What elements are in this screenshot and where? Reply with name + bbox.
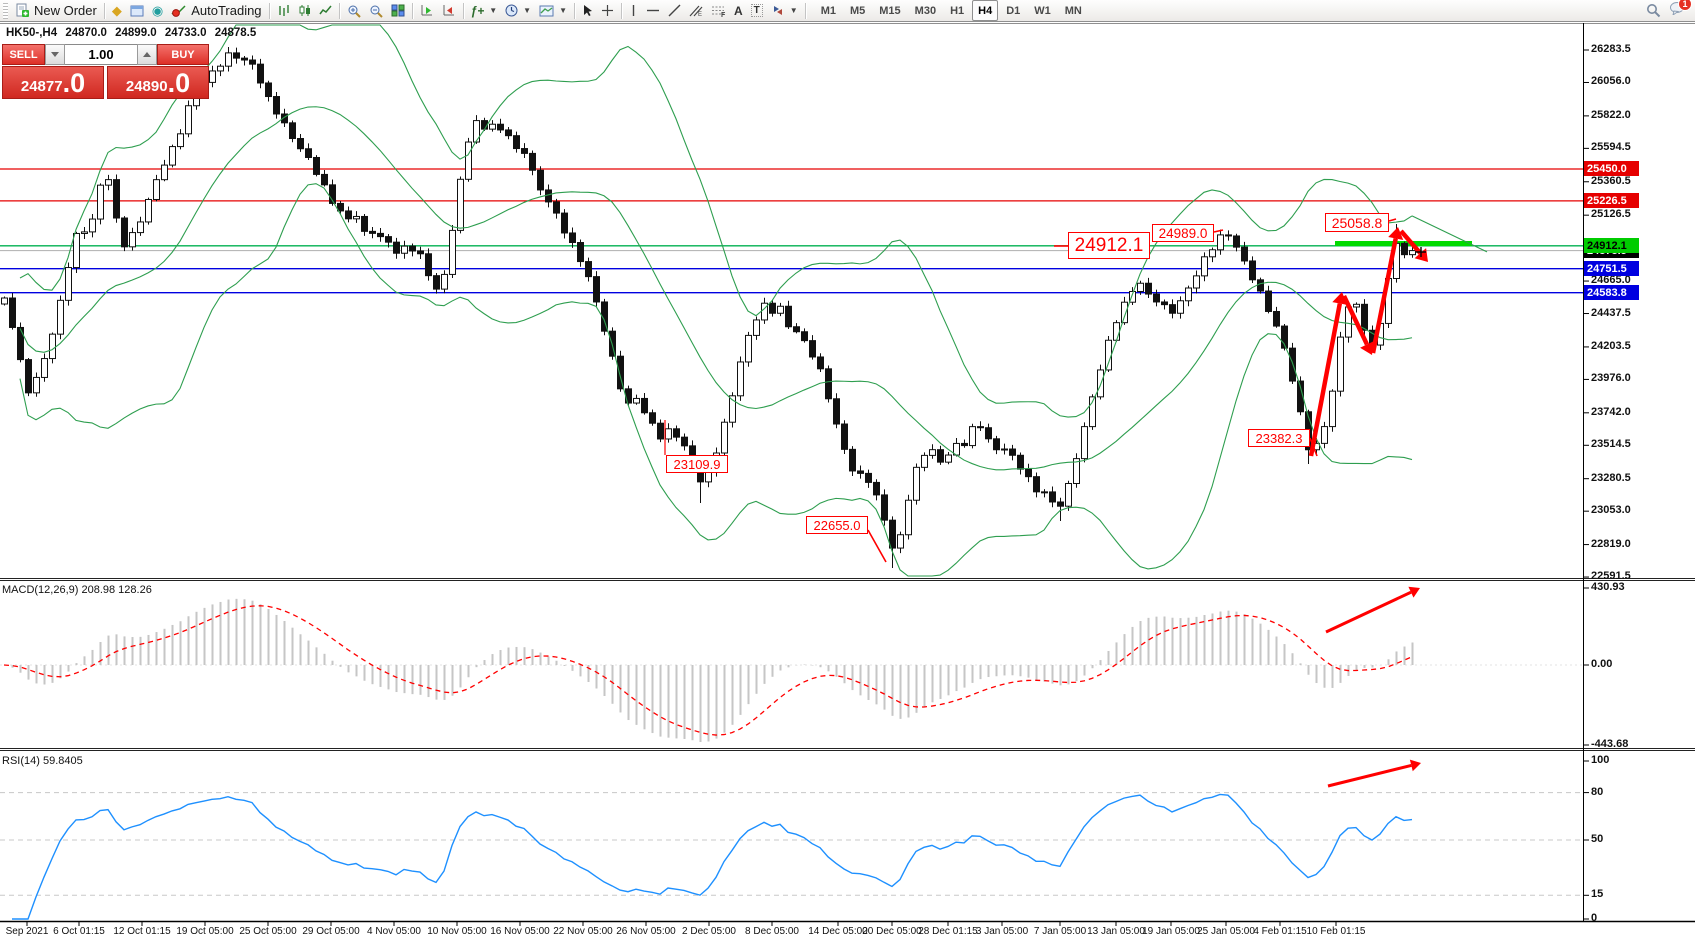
line-chart-icon <box>318 5 332 15</box>
bar-chart-icon <box>278 5 289 16</box>
clock-icon <box>505 4 518 17</box>
vertical-line-icon <box>632 5 635 16</box>
timeframe-button-m1[interactable]: M1 <box>820 4 836 17</box>
text-icon: A <box>734 3 743 18</box>
equidistant-channel-icon: E <box>689 5 703 17</box>
toolbar: New Order ◆ ◉ AutoTrading <box>0 0 1695 22</box>
arrows-tool-button[interactable]: ▼ <box>767 1 802 20</box>
sell-price-int: 24877 <box>20 78 63 96</box>
timeframe-button-m15[interactable]: M15 <box>879 4 901 17</box>
autotrading-button[interactable]: AutoTrading <box>167 1 265 20</box>
data-window-button[interactable] <box>126 1 148 20</box>
crosshair-icon <box>602 5 613 16</box>
svg-text:E: E <box>698 12 702 17</box>
toolbar-separator <box>804 2 806 19</box>
volume-decrease-button[interactable] <box>45 44 65 65</box>
buy-price-dec: .0 <box>167 68 191 99</box>
indicators-icon: ƒ+ <box>470 3 485 18</box>
chart-shift-icon <box>443 5 454 16</box>
buy-price-int: 24890 <box>125 78 168 96</box>
text-label-tool-button[interactable]: T <box>747 1 767 20</box>
bar-chart-mode-button[interactable] <box>273 1 294 20</box>
sell-button[interactable]: SELL <box>2 44 45 65</box>
periods-button[interactable]: ▼ <box>501 1 535 20</box>
toolbar-separator <box>574 2 575 19</box>
indicators-button[interactable]: ƒ+ ▼ <box>467 1 502 20</box>
toolbar-separator <box>621 2 622 19</box>
timeframe-button-mn[interactable]: MN <box>1064 4 1082 17</box>
timeframe-button-m30[interactable]: M30 <box>914 4 937 17</box>
chevron-down-icon: ▼ <box>523 6 532 15</box>
tile-windows-button[interactable] <box>387 1 409 20</box>
template-icon <box>539 5 554 16</box>
radar-icon: ◉ <box>151 3 164 18</box>
chevron-down-icon: ▼ <box>789 6 798 15</box>
chevron-down-icon: ▼ <box>489 6 498 15</box>
strategy-tester-button[interactable]: ◉ <box>148 1 167 20</box>
toolbar-separator <box>268 2 270 19</box>
channel-tool-button[interactable]: E <box>685 1 707 20</box>
chevron-down-icon: ▼ <box>559 6 567 15</box>
fibonacci-tool-button[interactable]: F <box>707 1 730 20</box>
crosshair-tool-button[interactable] <box>597 1 618 20</box>
horizontal-line-icon <box>647 9 659 12</box>
triangle-down-icon <box>51 52 59 57</box>
one-click-trading-panel: SELL 1.00 BUY 24877.0 24890.0 <box>2 44 209 99</box>
templates-button[interactable]: ▼ <box>535 1 571 20</box>
candlestick-mode-button[interactable] <box>294 1 315 20</box>
timeframe-toolbar: M1 M5 M15 M30 H1 H4 D1 W1 MN <box>815 0 1088 21</box>
toolbar-separator <box>338 2 340 19</box>
chart-shift-button[interactable] <box>438 1 460 20</box>
market-watch-button[interactable]: ◆ <box>108 1 126 20</box>
toolbar-separator <box>462 2 464 19</box>
timeframe-button-w1[interactable]: W1 <box>1034 4 1051 17</box>
data-window-icon <box>130 5 144 16</box>
zoom-in-button[interactable] <box>343 1 365 20</box>
text-label-icon: T <box>750 4 763 17</box>
market-watch-icon: ◆ <box>111 3 122 18</box>
cursor-icon <box>584 5 592 16</box>
candlestick-icon <box>299 5 310 16</box>
buy-button[interactable]: BUY <box>157 44 209 65</box>
notifications-button[interactable]: 1 <box>1669 0 1692 20</box>
new-order-button[interactable]: New Order <box>11 1 101 20</box>
toolbar-separator <box>103 2 105 19</box>
sell-price-dec: .0 <box>62 68 86 99</box>
trendline-icon <box>668 4 681 17</box>
toolbar-drag-handle[interactable] <box>3 2 8 19</box>
svg-text:F: F <box>721 12 726 17</box>
arrow-shapes-icon <box>773 6 782 15</box>
timeframe-button-h1[interactable]: H1 <box>950 4 965 17</box>
cursor-tool-button[interactable] <box>578 1 597 20</box>
vertical-line-tool-button[interactable] <box>625 1 642 20</box>
zoom-out-icon <box>370 5 383 18</box>
new-order-icon <box>16 3 29 17</box>
auto-scroll-icon <box>421 5 432 16</box>
text-tool-button[interactable]: A <box>730 1 747 20</box>
triangle-up-icon <box>143 52 151 57</box>
toolbar-separator <box>411 2 413 19</box>
zoom-out-button[interactable] <box>365 1 387 20</box>
timeframe-button-h4[interactable]: H4 <box>972 0 999 21</box>
search-icon[interactable] <box>1646 3 1661 18</box>
line-chart-mode-button[interactable] <box>315 1 336 20</box>
timeframe-button-d1[interactable]: D1 <box>1006 4 1021 17</box>
autotrading-icon <box>171 5 186 17</box>
timeframe-button-m5[interactable]: M5 <box>849 4 866 17</box>
volume-increase-button[interactable] <box>137 44 157 65</box>
volume-input[interactable]: 1.00 <box>65 44 137 65</box>
notification-count-badge: 1 <box>1678 0 1692 11</box>
tile-windows-icon <box>391 4 405 17</box>
trendline-tool-button[interactable] <box>664 1 685 20</box>
buy-price-button[interactable]: 24890.0 <box>107 66 209 99</box>
auto-scroll-button[interactable] <box>416 1 438 20</box>
sell-price-button[interactable]: 24877.0 <box>2 66 104 99</box>
fibonacci-icon: F <box>712 6 726 17</box>
new-order-label: New Order <box>34 3 97 18</box>
horizontal-line-tool-button[interactable] <box>642 1 664 20</box>
zoom-in-icon <box>348 5 361 18</box>
autotrading-label: AutoTrading <box>191 3 262 18</box>
